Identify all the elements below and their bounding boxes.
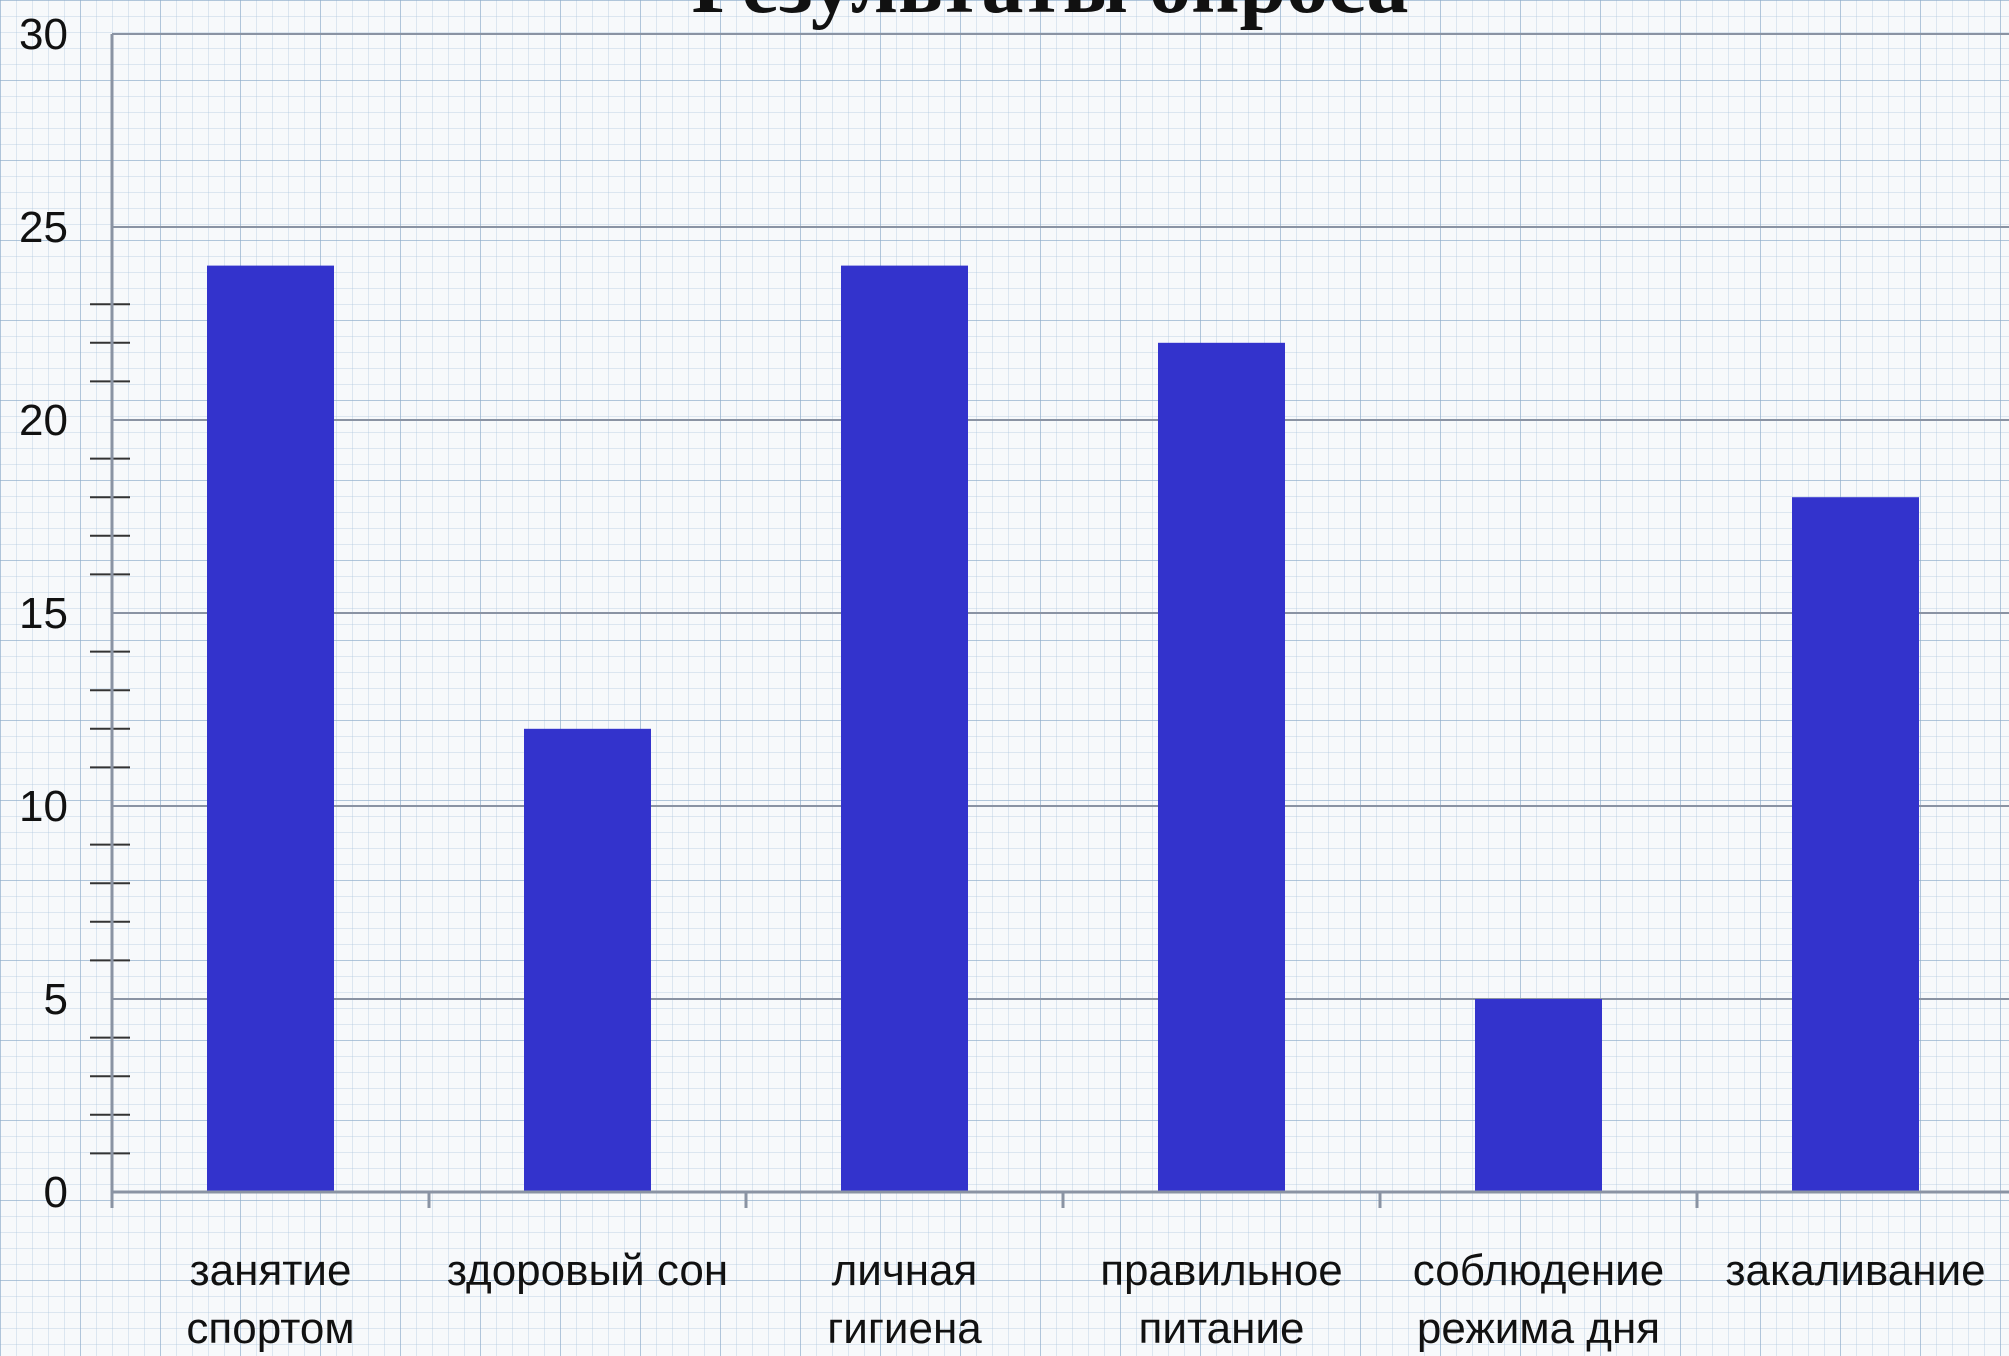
bar (841, 265, 968, 1193)
y-tick-label: 30 (19, 10, 68, 59)
minor-tick-marks (90, 303, 130, 1155)
x-category-label: питание (1139, 1304, 1305, 1353)
x-category-label: личная (832, 1246, 978, 1295)
x-category-label: правильное (1100, 1246, 1343, 1295)
bar (207, 265, 334, 1193)
y-tick-label: 5 (44, 975, 68, 1024)
y-tick-label: 20 (19, 396, 68, 445)
bar (524, 728, 651, 1192)
x-category-label: здоровый сон (447, 1246, 728, 1295)
y-tick-label: 15 (19, 589, 68, 638)
x-category-label: соблюдение (1413, 1246, 1664, 1295)
bar (1475, 999, 1602, 1192)
gridlines (112, 33, 2009, 1000)
y-tick-label: 0 (44, 1168, 68, 1217)
bar (1158, 342, 1285, 1192)
x-category-label: закаливание (1725, 1246, 1985, 1295)
y-tick-label: 25 (19, 203, 68, 252)
x-category-label: режима дня (1417, 1304, 1660, 1353)
bars (207, 265, 1919, 1193)
x-category-label: гигиена (827, 1304, 982, 1353)
x-category-label: занятие (190, 1246, 352, 1295)
axes (110, 34, 2009, 1208)
category-labels: занятие спортом здоровый сон личная гигиена п… (186, 1246, 1985, 1353)
y-tick-label: 10 (19, 782, 68, 831)
x-category-label: спортом (186, 1304, 354, 1353)
chart-title: Результаты опроса (691, 0, 1408, 31)
y-tick-labels: 0 5 10 15 20 25 30 (19, 10, 68, 1217)
bar (1792, 497, 1919, 1192)
